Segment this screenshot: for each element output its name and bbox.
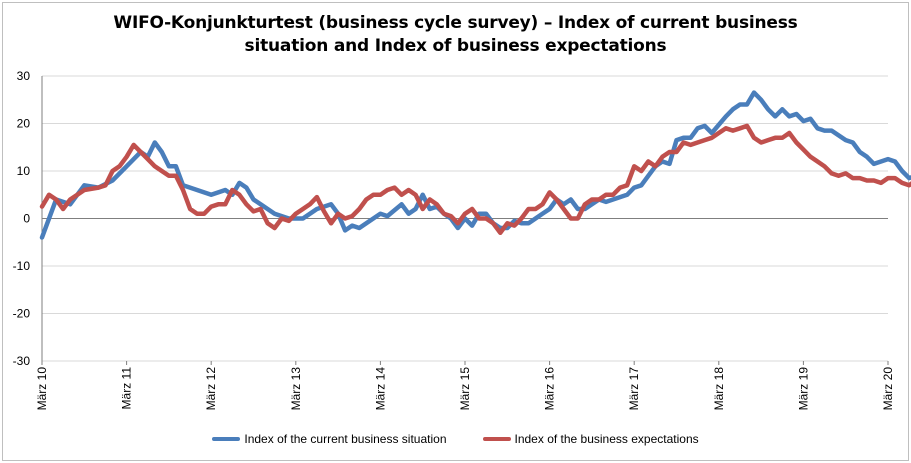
x-tick-label: März 12: [204, 367, 218, 411]
x-tick-label: März 11: [120, 367, 134, 410]
series-line-situation: [39, 90, 911, 240]
x-tick-label: März 18: [712, 367, 726, 411]
x-tick-label: März 10: [35, 367, 49, 411]
legend-label-situation: Index of the current business situation: [244, 432, 447, 446]
x-tick-label: März 19: [796, 367, 810, 411]
x-tick-label: März 15: [458, 367, 472, 411]
chart-title-line-1: WIFO-Konjunkturtest (business cycle surv…: [113, 13, 798, 33]
y-tick-label: 10: [17, 164, 31, 178]
x-tick-label: März 14: [373, 367, 387, 411]
series-line-expectations: [39, 123, 911, 236]
legend-swatch-situation: [212, 437, 241, 441]
y-tick-label: -20: [13, 307, 31, 321]
chart-title-line-2: situation and Index of business expectat…: [244, 36, 667, 56]
legend-swatch-expectations: [482, 437, 511, 441]
y-tick-label: 30: [17, 69, 31, 83]
y-tick-label: 20: [17, 117, 31, 131]
y-tick-label: -30: [13, 354, 31, 368]
legend-label-expectations: Index of the business expectations: [514, 432, 699, 446]
y-tick-label: 0: [23, 212, 30, 226]
x-tick-label: März 13: [289, 367, 303, 411]
x-tick-label: März 20: [881, 367, 895, 411]
x-tick-label: März 16: [543, 367, 557, 411]
y-tick-label: -10: [13, 259, 31, 273]
chart-title: WIFO-Konjunkturtest (business cycle surv…: [0, 12, 911, 58]
legend-item-expectations: Index of the business expectations: [482, 432, 699, 446]
x-tick-label: März 17: [627, 367, 641, 411]
chart-legend: Index of the current business situation …: [0, 432, 911, 446]
legend-item-situation: Index of the current business situation: [212, 432, 447, 446]
